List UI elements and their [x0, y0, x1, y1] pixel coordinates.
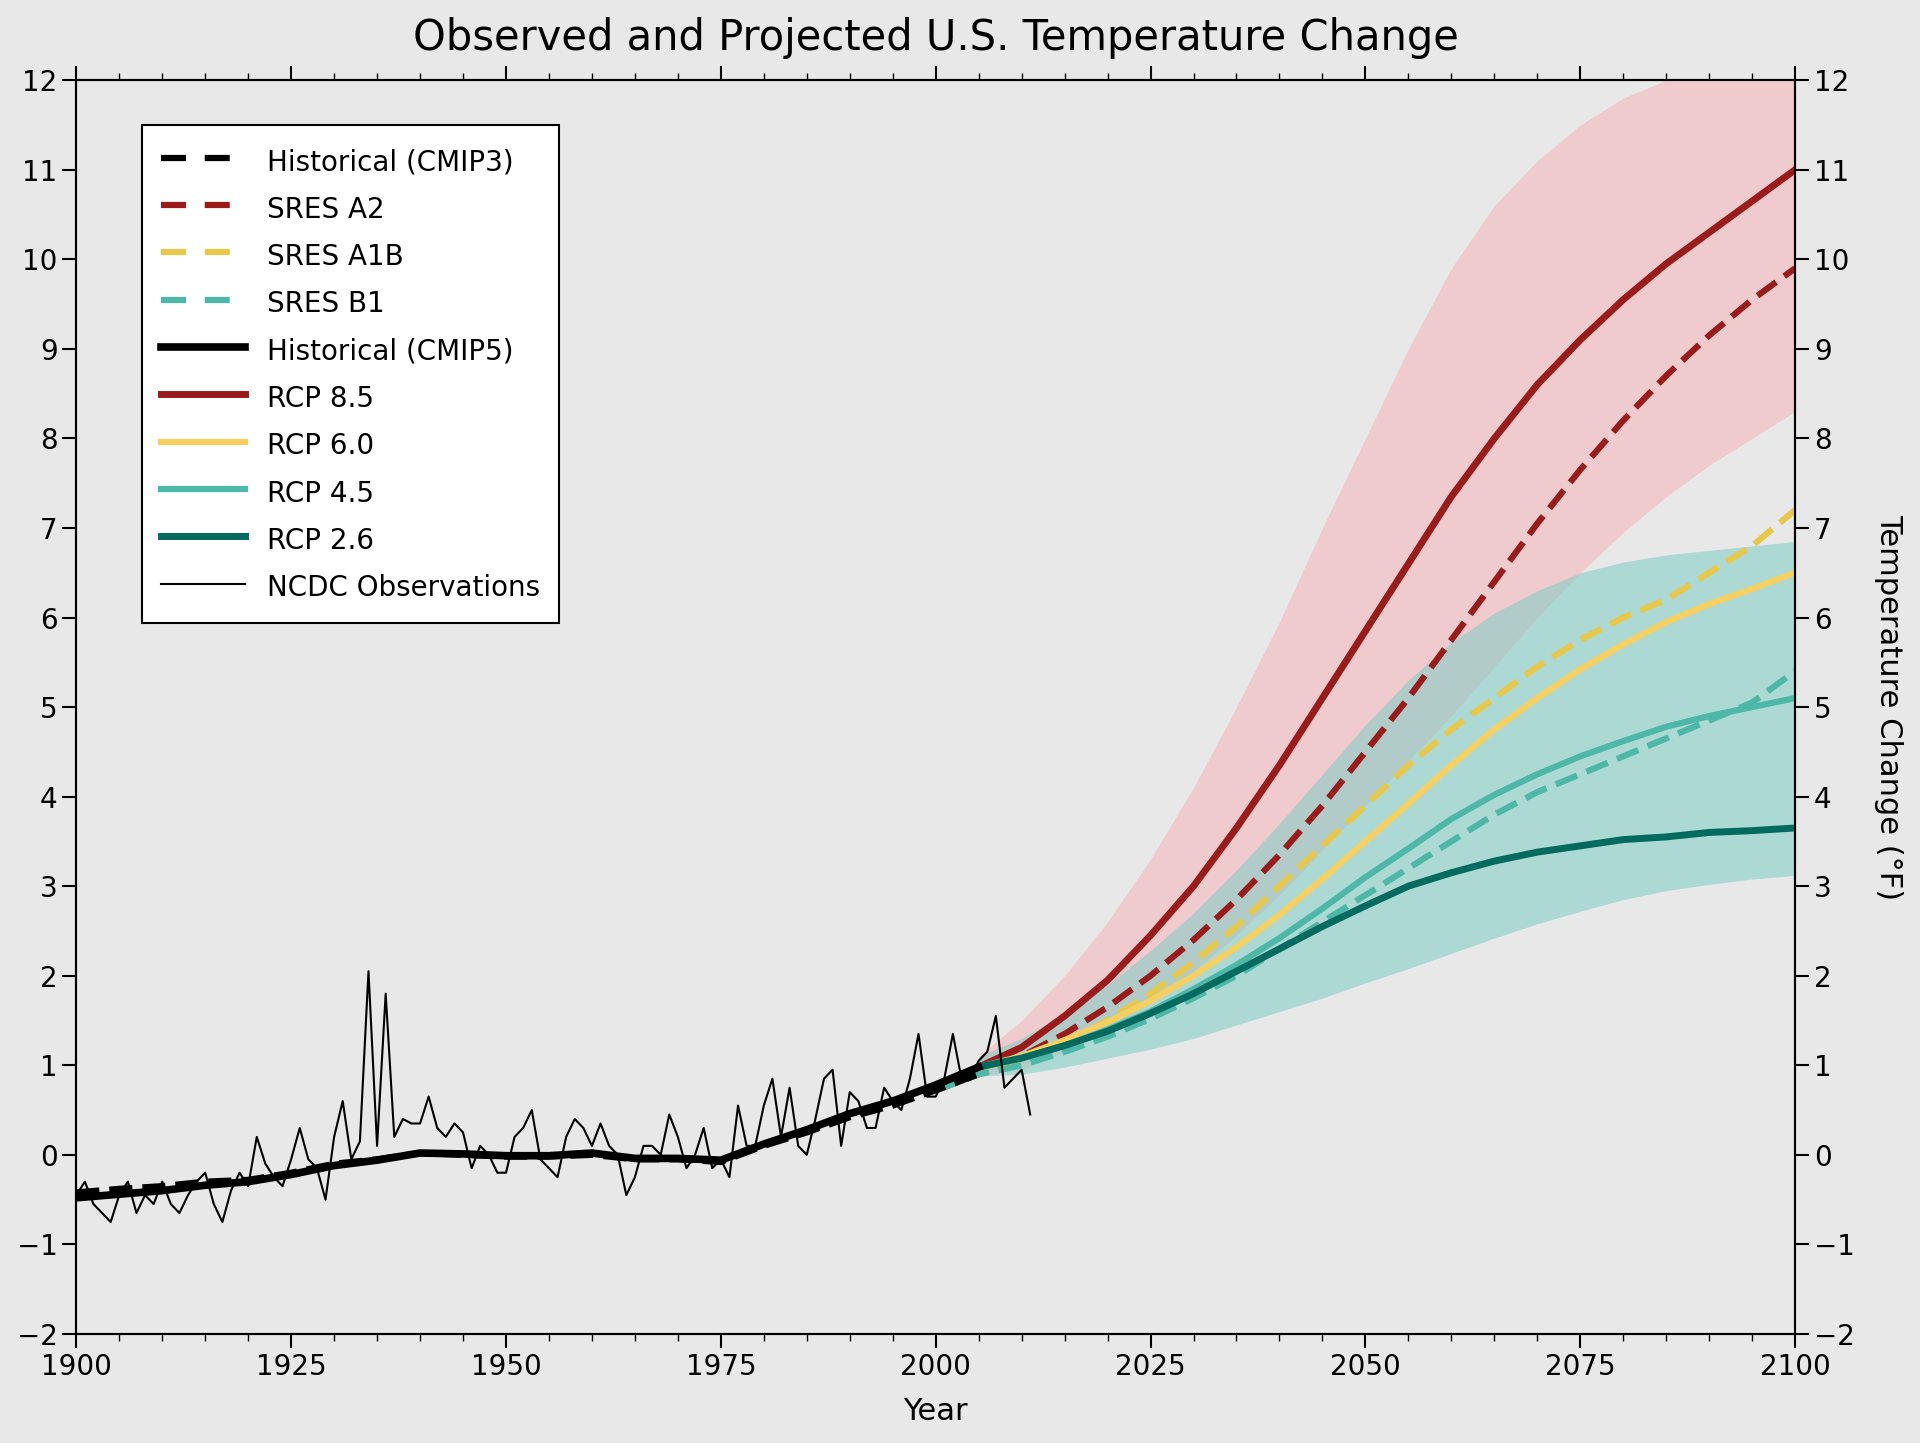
X-axis label: Year: Year: [904, 1397, 968, 1426]
Y-axis label: Temperature Change (°F): Temperature Change (°F): [1874, 514, 1903, 900]
Title: Observed and Projected U.S. Temperature Change: Observed and Projected U.S. Temperature …: [413, 17, 1459, 59]
Legend: Historical (CMIP3), SRES A2, SRES A1B, SRES B1, Historical (CMIP5), RCP 8.5, RCP: Historical (CMIP3), SRES A2, SRES A1B, S…: [142, 126, 559, 623]
